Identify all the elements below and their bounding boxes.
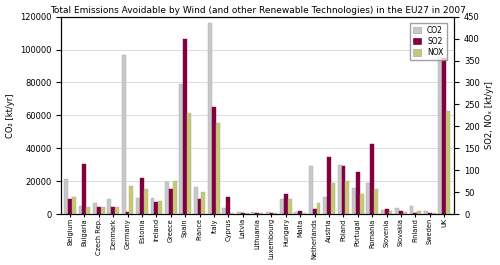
Bar xyxy=(395,208,399,214)
Bar xyxy=(312,209,316,214)
Bar xyxy=(338,165,342,214)
Bar xyxy=(100,207,104,214)
Bar xyxy=(187,113,191,214)
Bar xyxy=(366,183,370,214)
Bar xyxy=(270,213,274,214)
Bar xyxy=(259,213,263,214)
Y-axis label: CO₂ [kt/yr]: CO₂ [kt/yr] xyxy=(6,93,15,138)
Bar xyxy=(154,202,158,214)
Bar xyxy=(294,211,298,214)
Bar xyxy=(212,107,216,214)
Bar xyxy=(208,23,212,214)
Bar xyxy=(374,189,378,214)
Bar xyxy=(370,144,374,214)
Bar xyxy=(82,164,86,214)
Bar xyxy=(252,211,255,214)
Bar xyxy=(298,210,302,214)
Bar xyxy=(309,166,312,214)
Bar xyxy=(244,213,248,214)
Bar xyxy=(403,212,407,214)
Bar xyxy=(136,198,140,214)
Legend: CO2, SO2, NOX: CO2, SO2, NOX xyxy=(410,23,446,60)
Bar xyxy=(424,211,428,214)
Bar xyxy=(446,111,450,214)
Bar xyxy=(72,197,76,214)
Bar xyxy=(360,194,364,214)
Bar xyxy=(418,211,422,214)
Bar xyxy=(410,206,414,214)
Bar xyxy=(202,192,205,214)
Bar xyxy=(323,197,327,214)
Bar xyxy=(241,213,244,214)
Bar xyxy=(438,50,442,214)
Bar xyxy=(237,212,241,214)
Bar xyxy=(384,209,388,214)
Bar xyxy=(194,187,198,214)
Bar xyxy=(428,213,432,214)
Bar xyxy=(316,203,320,214)
Bar xyxy=(356,172,360,214)
Bar xyxy=(255,213,259,214)
Bar xyxy=(93,202,97,214)
Bar xyxy=(302,213,306,214)
Bar xyxy=(126,212,130,214)
Bar xyxy=(388,210,392,214)
Bar xyxy=(414,213,418,214)
Bar xyxy=(111,207,115,214)
Bar xyxy=(432,213,436,214)
Bar xyxy=(280,199,284,214)
Bar xyxy=(216,123,220,214)
Bar xyxy=(222,208,226,214)
Bar xyxy=(284,194,288,214)
Title: Total Emissions Avoidable by Wind (and other Renewable Technologies) in the EU27: Total Emissions Avoidable by Wind (and o… xyxy=(50,6,466,15)
Bar xyxy=(230,213,234,214)
Bar xyxy=(342,166,345,214)
Bar xyxy=(130,186,134,214)
Y-axis label: SO2, NOₓ [kt/yr]: SO2, NOₓ [kt/yr] xyxy=(486,81,494,149)
Bar xyxy=(150,198,154,214)
Bar xyxy=(144,189,148,214)
Bar xyxy=(442,58,446,214)
Bar xyxy=(331,183,335,214)
Bar xyxy=(381,210,384,214)
Bar xyxy=(68,199,72,214)
Bar xyxy=(274,213,278,214)
Bar xyxy=(115,207,119,214)
Bar xyxy=(64,179,68,214)
Bar xyxy=(266,212,270,214)
Bar xyxy=(86,207,90,214)
Bar xyxy=(352,188,356,214)
Bar xyxy=(108,199,111,214)
Bar xyxy=(226,197,230,214)
Bar xyxy=(399,211,403,214)
Bar xyxy=(183,39,187,214)
Bar xyxy=(172,181,176,214)
Bar xyxy=(198,199,202,214)
Bar xyxy=(140,178,144,214)
Bar xyxy=(169,189,172,214)
Bar xyxy=(288,199,292,214)
Bar xyxy=(165,182,169,214)
Bar xyxy=(158,201,162,214)
Bar xyxy=(78,206,82,214)
Bar xyxy=(122,55,126,214)
Bar xyxy=(97,207,100,214)
Bar xyxy=(180,84,183,214)
Bar xyxy=(346,181,350,214)
Bar xyxy=(327,157,331,214)
